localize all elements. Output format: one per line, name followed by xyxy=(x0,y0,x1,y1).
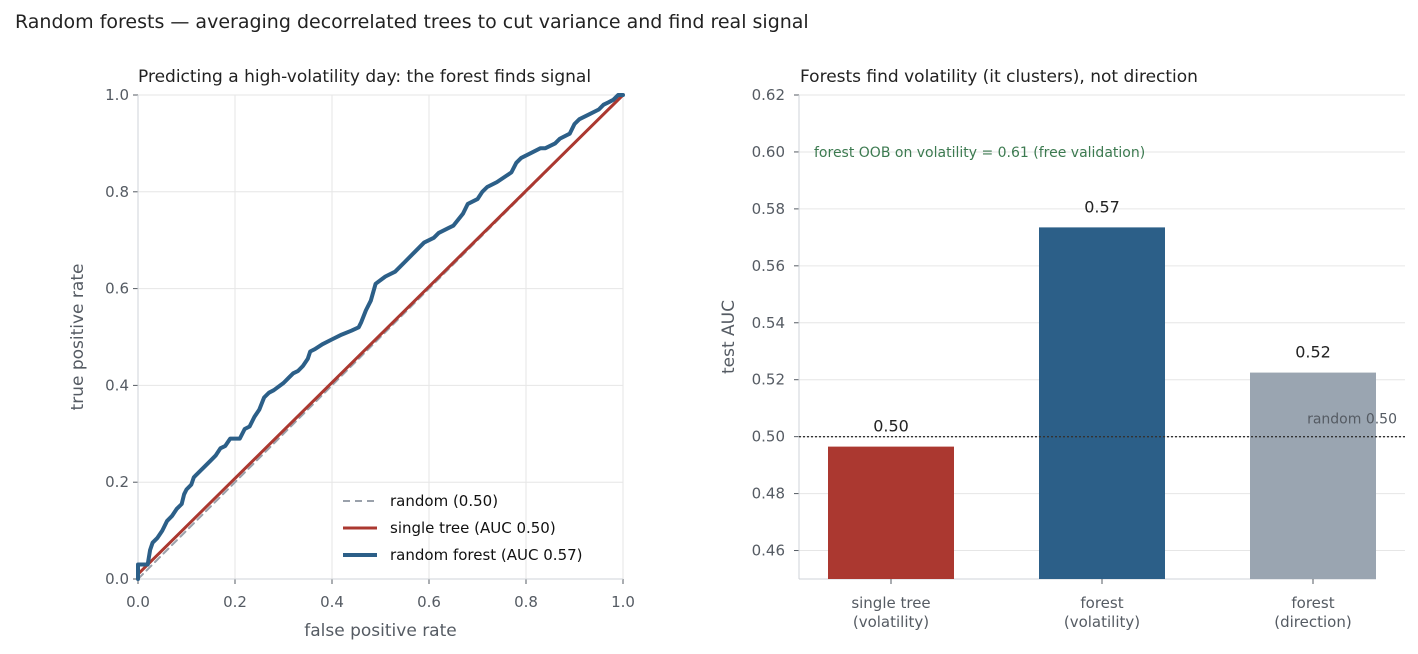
bar-category-label-line: single tree xyxy=(851,594,930,612)
bar-forest-direction-value-label: 0.52 xyxy=(1295,343,1331,362)
bar-y-tick-label: 0.52 xyxy=(752,371,785,389)
roc-line-single-tree xyxy=(136,93,625,576)
roc-y-tick-label: 0.6 xyxy=(105,280,129,298)
bar-forest-volatility xyxy=(1039,227,1165,579)
roc-x-tick-label: 1.0 xyxy=(611,593,635,611)
bar-single-tree-volatility xyxy=(828,446,954,579)
legend-entry-random: random (0.50) xyxy=(390,492,498,510)
roc-x-tick-label: 0.4 xyxy=(320,593,344,611)
figure-title: Random forests — averaging decorrelated … xyxy=(15,11,809,33)
bar-y-tick-label: 0.62 xyxy=(752,86,785,104)
bar-y-tick-label: 0.46 xyxy=(752,542,785,560)
roc-legend: random (0.50) single tree (AUC 0.50) rando… xyxy=(343,492,583,564)
bar-category-label-line: (volatility) xyxy=(853,613,929,631)
bar-forest-direction xyxy=(1250,372,1376,579)
bar-category-label: forest (volatility) xyxy=(1064,594,1140,631)
bar-category-label-line: (direction) xyxy=(1274,613,1351,631)
bar-chart-title: Forests find volatility (it clusters), n… xyxy=(800,67,1198,87)
roc-y-tick-label: 0.8 xyxy=(105,183,129,201)
random-reference-label: random 0.50 xyxy=(1307,412,1397,428)
roc-y-tick-label: 0.4 xyxy=(105,376,129,394)
bar-y-tick-label: 0.60 xyxy=(752,143,785,161)
legend-entry-random-forest: random forest (AUC 0.57) xyxy=(390,546,583,564)
roc-line-random-forest xyxy=(136,93,625,581)
bar-forest-volatility-value-label: 0.57 xyxy=(1084,197,1120,216)
roc-chart: 0.0 0.2 0.4 0.6 0.8 1.0 0.0 0.2 0.4 0.6 0.8 1.0 Pred… xyxy=(68,67,635,641)
roc-x-tick-label: 0.0 xyxy=(126,593,150,611)
roc-x-tick-label: 0.2 xyxy=(223,593,247,611)
bar-y-tick-label: 0.48 xyxy=(752,485,785,503)
bar-y-axis-label: test AUC xyxy=(719,300,739,374)
bar-category-label: forest (direction) xyxy=(1274,594,1351,631)
bar-category-label-line: (volatility) xyxy=(1064,613,1140,631)
bar-y-tick-label: 0.50 xyxy=(752,428,785,446)
roc-chart-title: Predicting a high-volatility day: the fo… xyxy=(138,67,591,87)
roc-y-tick-label: 0.2 xyxy=(105,473,129,491)
bar-category-label-line: forest xyxy=(1080,594,1123,612)
roc-x-axis-label: false positive rate xyxy=(304,621,456,641)
bar-category-label: single tree (volatility) xyxy=(851,594,930,631)
roc-y-tick-label: 0.0 xyxy=(105,570,129,588)
roc-x-tick-label: 0.8 xyxy=(514,593,538,611)
roc-y-tick-label: 1.0 xyxy=(105,86,129,104)
oob-annotation: forest OOB on volatility = 0.61 (free va… xyxy=(814,145,1145,161)
bar-y-tick-label: 0.58 xyxy=(752,200,785,218)
bar-category-label-line: forest xyxy=(1291,594,1334,612)
roc-y-axis-label: true positive rate xyxy=(68,264,88,411)
auc-bar-chart: 0.46 0.48 0.50 0.52 0.54 0.56 0.58 0.60 0.62 0.50… xyxy=(719,67,1405,631)
bar-single-tree-volatility-value-label: 0.50 xyxy=(873,417,909,436)
roc-x-tick-label: 0.6 xyxy=(417,593,441,611)
legend-entry-single-tree: single tree (AUC 0.50) xyxy=(390,519,556,537)
bar-y-tick-label: 0.54 xyxy=(752,314,785,332)
bar-y-tick-label: 0.56 xyxy=(752,257,785,275)
